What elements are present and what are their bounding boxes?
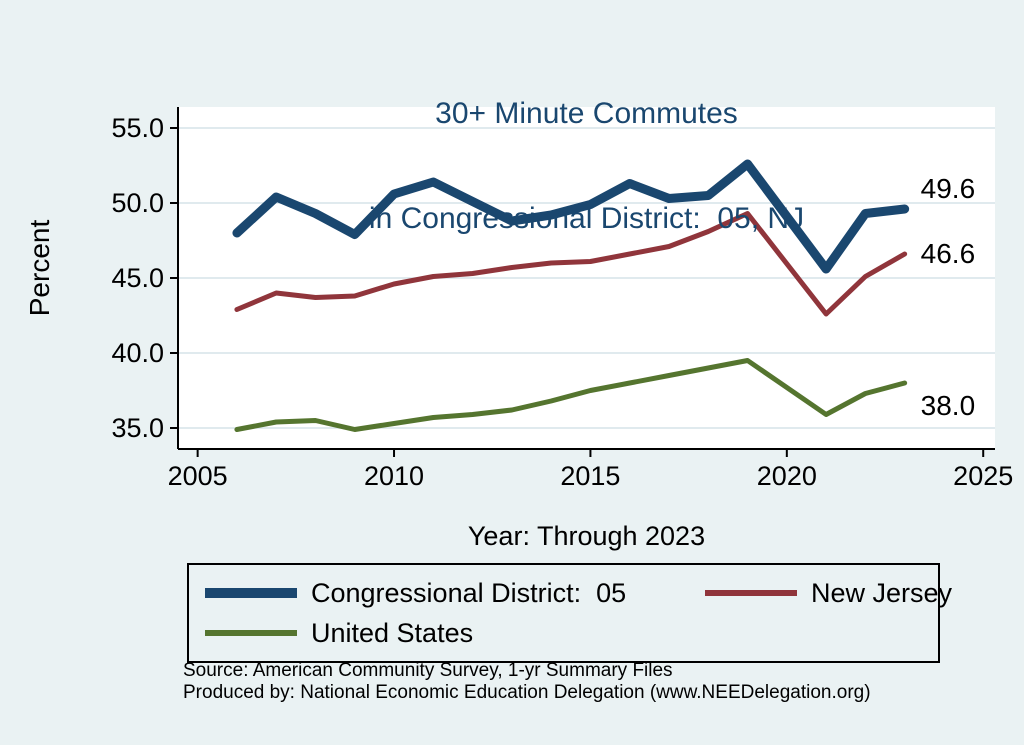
legend: Congressional District: 05 New Jersey Un… xyxy=(187,563,952,663)
series-end-label-2: 38.0 xyxy=(921,390,976,421)
x-tick-label: 2005 xyxy=(168,461,228,491)
chart-title-line1: 30+ Minute Commutes xyxy=(435,97,738,130)
y-tick-label: 55.0 xyxy=(111,113,164,143)
legend-label-united-states: United States xyxy=(311,617,474,648)
x-tick-label: 2010 xyxy=(364,461,424,491)
y-axis-label: Percent xyxy=(24,219,55,317)
series-end-label-1: 46.6 xyxy=(921,238,976,269)
produced-by-note: Produced by: National Economic Education… xyxy=(183,682,871,703)
legend-line-sample-united-states xyxy=(205,630,297,636)
y-tick-label: 35.0 xyxy=(111,413,164,443)
series-line-0 xyxy=(232,159,910,274)
x-tick-label: 2025 xyxy=(953,461,1013,491)
x-axis-label: Year: Through 2023 xyxy=(467,521,706,551)
y-tick-label: 40.0 xyxy=(111,338,164,368)
series-line-2 xyxy=(234,358,908,432)
source-note: Source: American Community Survey, 1-yr … xyxy=(183,660,673,681)
y-tick-label: 45.0 xyxy=(111,263,164,293)
legend-line-sample-district xyxy=(205,588,297,598)
legend-line-sample-new-jersey xyxy=(705,590,797,596)
series-end-label-0: 49.6 xyxy=(921,173,976,204)
x-tick-label: 2020 xyxy=(757,461,817,491)
chart-title-line2: in Congressional District: 05, NJ xyxy=(368,202,805,235)
legend-item-united-states: United States xyxy=(205,615,705,651)
x-tick-label: 2015 xyxy=(560,461,620,491)
y-tick-label: 50.0 xyxy=(111,188,164,218)
legend-item-district: Congressional District: 05 xyxy=(205,575,705,611)
legend-label-district: Congressional District: 05 xyxy=(311,577,627,608)
legend-label-new-jersey: New Jersey xyxy=(811,577,953,608)
legend-item-new-jersey: New Jersey xyxy=(705,575,952,611)
footer: Source: American Community Survey, 1-yr … xyxy=(183,660,871,704)
series-line-1 xyxy=(234,211,908,317)
chart-title: 30+ Minute Commutes in Congressional Dis… xyxy=(178,26,995,306)
